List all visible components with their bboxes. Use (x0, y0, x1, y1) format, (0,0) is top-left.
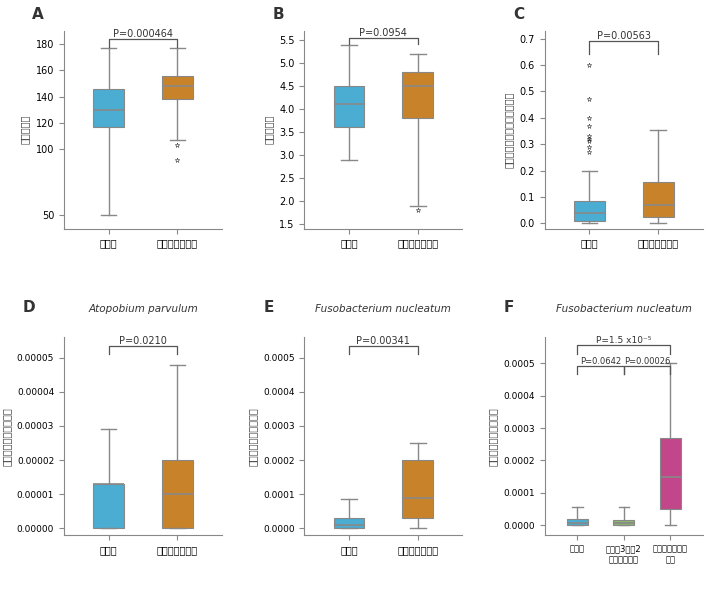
PathPatch shape (660, 438, 681, 509)
Y-axis label: 種の多様性: 種の多様性 (263, 115, 273, 145)
Text: F: F (503, 300, 514, 315)
PathPatch shape (162, 76, 193, 99)
Y-axis label: 種の豊富さ: 種の豊富さ (20, 115, 30, 145)
PathPatch shape (567, 519, 588, 525)
PathPatch shape (334, 518, 364, 528)
PathPatch shape (613, 520, 634, 525)
Text: P=0.00026: P=0.00026 (624, 357, 670, 367)
Text: P=0.00341: P=0.00341 (356, 336, 410, 346)
Text: C: C (513, 7, 524, 22)
PathPatch shape (574, 201, 605, 221)
Text: B: B (273, 7, 284, 22)
PathPatch shape (643, 183, 674, 216)
Text: D: D (23, 300, 36, 315)
PathPatch shape (93, 89, 124, 127)
PathPatch shape (403, 460, 433, 518)
Text: E: E (263, 300, 273, 315)
PathPatch shape (162, 460, 193, 528)
Title: Atopobium parvulum: Atopobium parvulum (88, 304, 198, 314)
Y-axis label: 便中の相対的な存在量: 便中の相対的な存在量 (247, 407, 258, 466)
Text: P=0.0954: P=0.0954 (359, 28, 408, 38)
PathPatch shape (93, 484, 124, 528)
Text: P=0.000464: P=0.000464 (113, 29, 173, 39)
PathPatch shape (334, 86, 364, 127)
Text: P=0.0642: P=0.0642 (580, 357, 621, 367)
PathPatch shape (403, 72, 433, 118)
Y-axis label: 便中の相対的な存在量: 便中の相対的な存在量 (1, 407, 11, 466)
Text: P=0.0210: P=0.0210 (119, 336, 167, 346)
Text: P=0.00563: P=0.00563 (597, 31, 651, 41)
Text: P=1.5 x10⁻⁵: P=1.5 x10⁻⁵ (596, 336, 652, 346)
Text: A: A (32, 7, 44, 22)
Y-axis label: 口腔内細菌の相対的な存在量: 口腔内細菌の相対的な存在量 (504, 92, 514, 168)
Y-axis label: 便中の相対的な存在量: 便中の相対的な存在量 (488, 407, 498, 466)
Title: Fusobacterium nucleatum: Fusobacterium nucleatum (315, 304, 452, 314)
Title: Fusobacterium nucleatum: Fusobacterium nucleatum (556, 304, 692, 314)
